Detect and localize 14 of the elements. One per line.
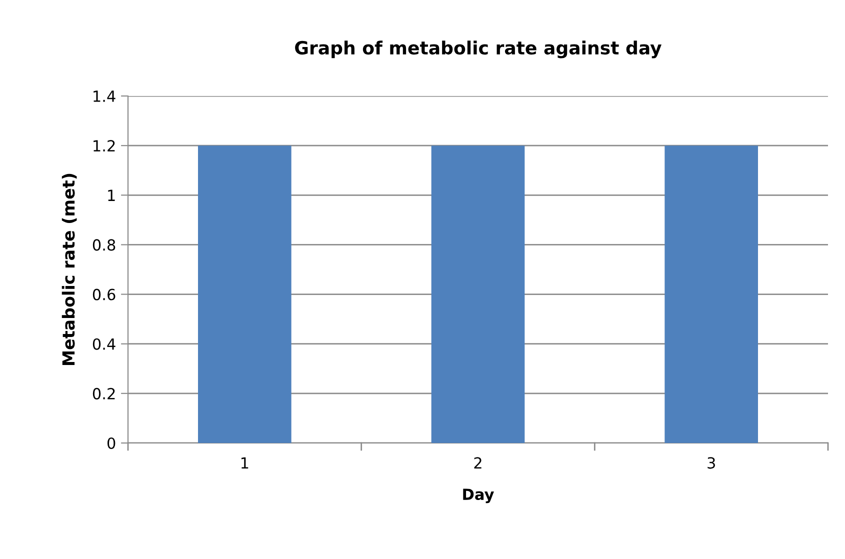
x-tick-label: 1: [241, 457, 248, 468]
y-tick-label: 0.2: [92, 388, 115, 400]
y-tick-label: 1.4: [94, 90, 116, 102]
y-tick-label: 0.8: [92, 239, 116, 251]
y-tick-label: 1: [108, 190, 115, 201]
chart-title: Graph of metabolic rate against day: [295, 40, 662, 58]
y-tick-label: 1.2: [94, 140, 115, 152]
y-axis-title: Metabolic rate (met): [62, 174, 77, 365]
x-tick-label: 2: [474, 457, 482, 468]
y-tick-label: 0.6: [92, 288, 116, 300]
y-tick-label: 0: [107, 437, 116, 450]
x-tick-label: 3: [708, 457, 715, 469]
x-axis-title: Day: [463, 488, 494, 504]
y-tick-label: 0.4: [92, 338, 116, 350]
